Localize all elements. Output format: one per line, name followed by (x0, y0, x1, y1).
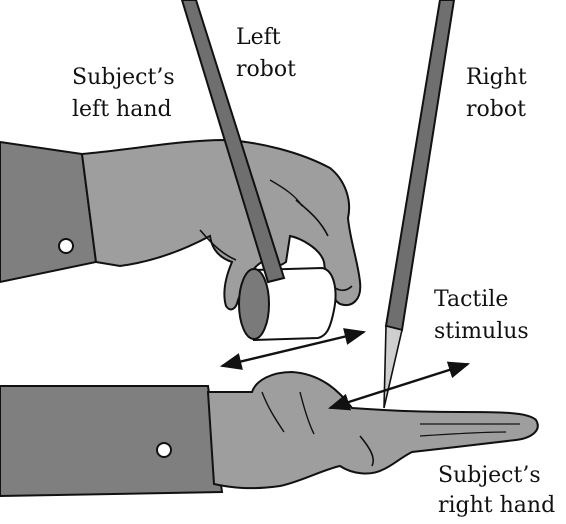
left-sleeve (0, 140, 98, 284)
label-subject-right-hand: Subject’s right hand (438, 463, 555, 518)
cylinder-cap (238, 268, 270, 340)
label-tactile-stimulus: Tactile stimulus (434, 287, 529, 344)
label-subject-left-hand: Subject’s left hand (72, 65, 182, 122)
subject-right-hand (0, 370, 539, 498)
right-sleeve (0, 385, 224, 498)
left-robot-arm (180, 0, 286, 284)
held-cylinder (238, 266, 337, 342)
label-right-robot: Right robot (466, 65, 534, 122)
left-hand-shape (80, 138, 362, 311)
probe-tip (383, 324, 403, 409)
right-cuff-button (156, 442, 172, 458)
right-movement-arrow (327, 361, 471, 411)
label-left-robot: Left robot (236, 25, 296, 82)
subject-left-hand (0, 138, 362, 311)
left-movement-arrow (219, 328, 367, 370)
right-robot-arm (383, 0, 456, 409)
left-cuff-button (58, 238, 74, 254)
